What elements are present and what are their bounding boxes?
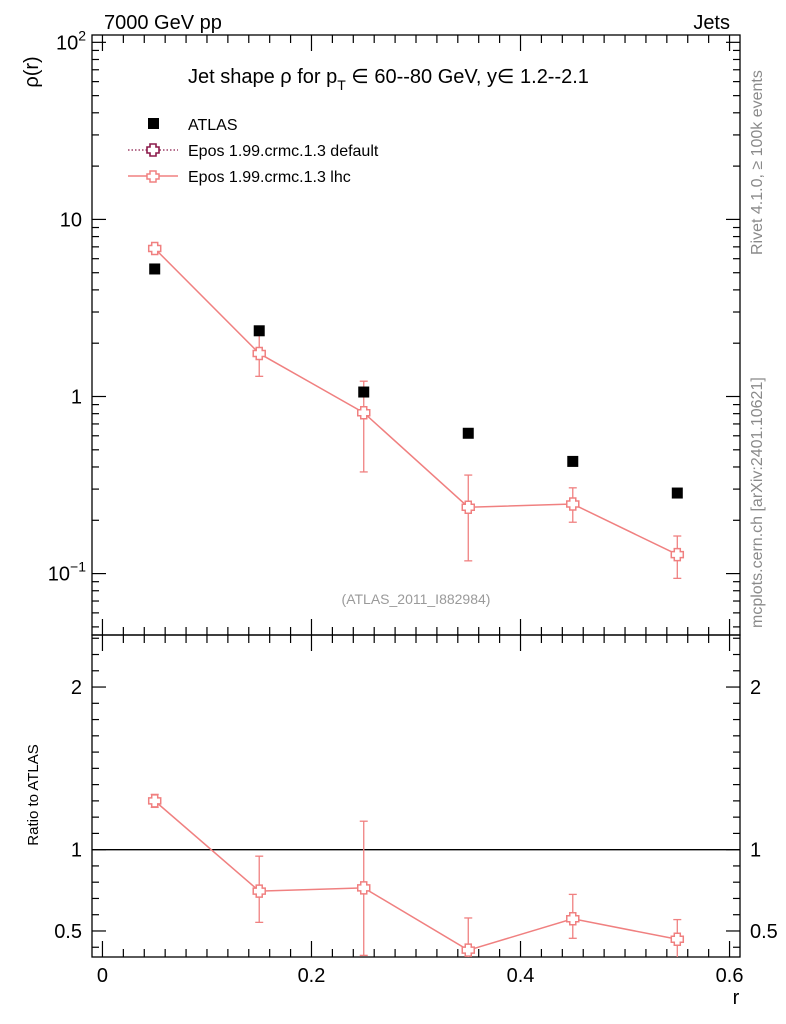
ratio-y-tick-label-right: 0.5 bbox=[750, 921, 778, 943]
lhc-point bbox=[252, 346, 266, 361]
legend-default-marker bbox=[146, 143, 160, 157]
atlas-point bbox=[462, 427, 474, 439]
main-data bbox=[147, 241, 685, 579]
x-tick-label: 0 bbox=[97, 965, 108, 987]
lhc-point bbox=[461, 500, 476, 514]
ratio-y-axis-label: Ratio to ATLAS bbox=[25, 744, 42, 845]
header-left: 7000 GeV pp bbox=[104, 12, 222, 34]
ratio-point bbox=[461, 943, 476, 957]
atlas-point bbox=[671, 487, 683, 499]
main-y-axis-label: ρ(r) bbox=[21, 56, 43, 87]
x-tick-label: 0.6 bbox=[716, 965, 744, 987]
main-y-tick-label: 1 bbox=[71, 387, 82, 409]
main-y-ticks: 102 10 1 10−1 bbox=[48, 27, 740, 628]
atlas-point bbox=[358, 386, 370, 398]
lhc-point bbox=[670, 547, 685, 562]
atlas-point bbox=[149, 263, 161, 275]
rivet-label: Rivet 4.1.0, ≥ 100k events bbox=[749, 70, 766, 255]
main-y-tick-label: 10−1 bbox=[48, 559, 86, 586]
lhc-point bbox=[566, 497, 580, 511]
legend-lhc-marker bbox=[146, 170, 160, 183]
mcplots-label: mcplots.cern.ch [arXiv:2401.10621] bbox=[749, 377, 766, 628]
x-ticks: 0 0.2 0.4 0.6 bbox=[97, 35, 744, 987]
legend: ATLAS Epos 1.99.crmc.1.3 default Epos 1.… bbox=[128, 117, 379, 186]
header-right: Jets bbox=[693, 12, 730, 34]
main-title: Jet shape ρ for pT ∈ 60--80 GeV, y∈ 1.2-… bbox=[188, 66, 589, 93]
x-tick-label: 0.4 bbox=[507, 965, 535, 987]
ratio-plot-frame bbox=[91, 634, 741, 958]
ratio-data bbox=[147, 793, 685, 957]
ratio-y-tick-label: 0.5 bbox=[54, 921, 82, 943]
ratio-point bbox=[252, 884, 266, 898]
legend-atlas-label: ATLAS bbox=[188, 117, 238, 134]
legend-default-label: Epos 1.99.crmc.1.3 default bbox=[188, 143, 379, 160]
ratio-y-tick-label: 2 bbox=[71, 677, 82, 699]
ratio-y-tick-label-right: 2 bbox=[750, 677, 761, 699]
ratio-series-line bbox=[154, 800, 678, 951]
main-y-tick-label: 10 bbox=[60, 209, 82, 231]
lhc-point bbox=[147, 241, 162, 256]
ratio-point bbox=[670, 932, 685, 947]
legend-lhc-label: Epos 1.99.crmc.1.3 lhc bbox=[188, 169, 351, 186]
legend-atlas-marker bbox=[148, 118, 159, 129]
atlas-point bbox=[567, 455, 579, 467]
lhc-series-line bbox=[154, 247, 678, 556]
lhc-point bbox=[356, 405, 371, 420]
x-axis-label: r bbox=[733, 987, 740, 1009]
analysis-watermark: (ATLAS_2011_I882984) bbox=[342, 591, 491, 607]
ratio-y-tick-label: 1 bbox=[71, 840, 82, 862]
atlas-point bbox=[253, 325, 265, 337]
ratio-point bbox=[356, 881, 371, 895]
main-y-tick-label: 102 bbox=[56, 27, 86, 54]
ratio-ticks: 0.5 0.5 1 1 2 2 bbox=[54, 637, 778, 948]
ratio-y-tick-label-right: 1 bbox=[750, 840, 761, 862]
x-tick-label: 0.2 bbox=[298, 965, 326, 987]
ratio-point bbox=[147, 794, 162, 808]
ratio-point bbox=[566, 912, 580, 926]
